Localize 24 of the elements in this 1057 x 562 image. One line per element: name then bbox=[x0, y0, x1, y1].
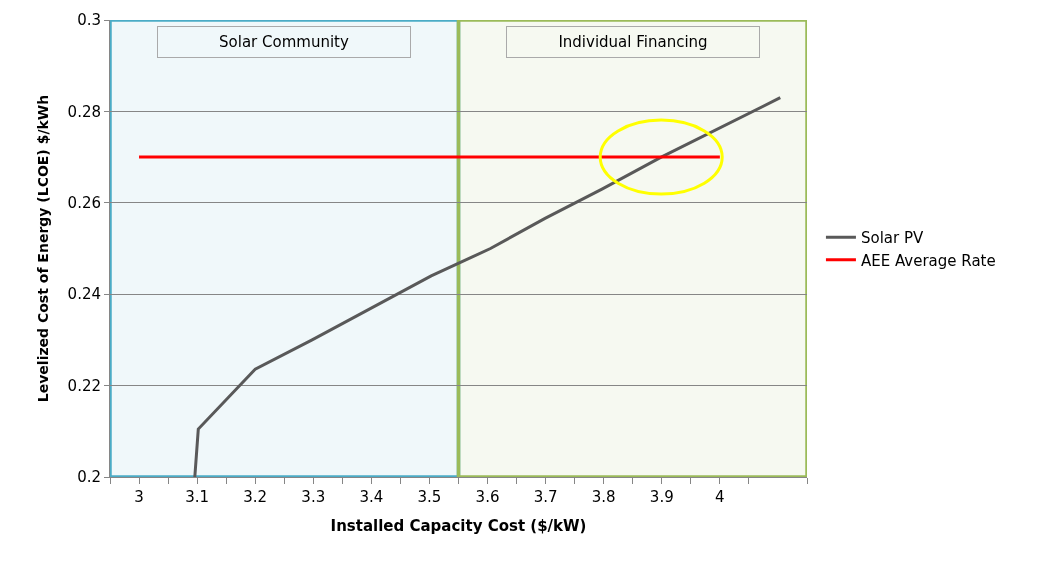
band-label: Solar Community bbox=[219, 33, 349, 51]
x-tick-label: 4 bbox=[715, 488, 725, 506]
y-axis-title: Levelized Cost of Energy (LCOE) $/kWh bbox=[35, 94, 52, 403]
x-tick-label: 3.8 bbox=[591, 488, 616, 506]
x-tick-label: 3.7 bbox=[533, 488, 558, 506]
x-tick-label: 3 bbox=[134, 488, 144, 506]
x-tick-label: 3.6 bbox=[475, 488, 500, 506]
y-tick-label: 0.2 bbox=[77, 468, 101, 487]
y-tick-label: 0.22 bbox=[67, 376, 101, 395]
x-tick-label: 3.9 bbox=[649, 488, 674, 506]
x-tick-label: 3.5 bbox=[417, 488, 442, 506]
band-label: Individual Financing bbox=[558, 33, 708, 51]
legend-label: Solar PV bbox=[860, 229, 924, 248]
y-tick-label: 0.28 bbox=[67, 102, 101, 121]
x-tick-label: 3.1 bbox=[185, 488, 210, 506]
y-tick-label: 0.3 bbox=[77, 11, 101, 30]
line-series bbox=[193, 96, 782, 477]
x-tick-label: 3.2 bbox=[243, 488, 268, 506]
x-tick-label: 3.3 bbox=[301, 488, 326, 506]
x-tick-label: 3.4 bbox=[359, 488, 384, 506]
y-tick-label: 0.24 bbox=[67, 285, 101, 304]
legend-label: AEE Average Rate bbox=[860, 251, 996, 270]
y-tick-label: 0.26 bbox=[67, 194, 101, 213]
x-axis-title: Installed Capacity Cost ($/kW) bbox=[330, 517, 587, 535]
